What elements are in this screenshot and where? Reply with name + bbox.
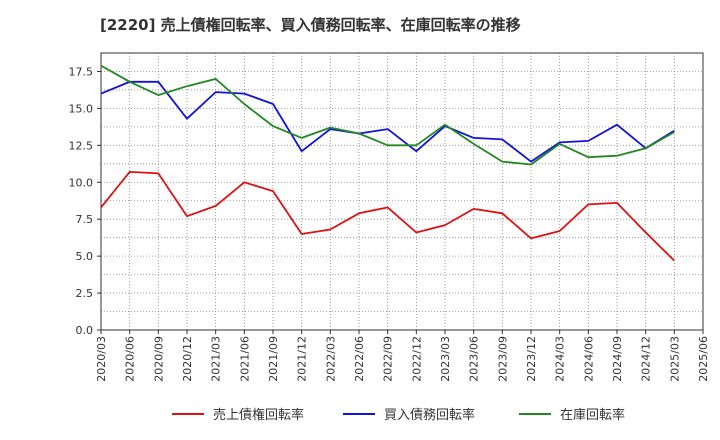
x-tick-label: 2021/09 <box>267 336 280 382</box>
x-tick-label: 2020/06 <box>124 336 137 382</box>
series-line-0 <box>100 170 675 262</box>
x-tick-label: 2022/12 <box>410 336 423 382</box>
series-line-1 <box>100 80 675 163</box>
legend-label-1: 買入債務回転率 <box>384 407 475 423</box>
x-tick-label: 2024/03 <box>554 336 567 382</box>
y-tick-label: 12.5 <box>69 139 94 152</box>
x-tick-label: 2025/06 <box>697 336 710 382</box>
series-line-2 <box>100 64 675 166</box>
y-tick-label: 15.0 <box>69 102 94 115</box>
x-tick-label: 2020/03 <box>95 336 108 382</box>
x-tick-label: 2022/03 <box>324 336 337 382</box>
x-tick-label: 2022/06 <box>353 336 366 382</box>
x-tick-label: 2023/06 <box>468 336 481 382</box>
x-tick-label: 2024/06 <box>582 336 595 382</box>
legend: 売上債権回転率 買入債務回転率 在庫回転率 <box>172 407 625 423</box>
x-tick-label: 2021/03 <box>210 336 223 382</box>
y-axis: 0.0 2.5 5.0 7.5 10.0 12.5 15.0 17.5 <box>69 65 101 337</box>
series-lines <box>100 64 675 262</box>
y-tick-label: 7.5 <box>76 213 94 226</box>
x-tick-label: 2020/12 <box>181 336 194 382</box>
y-tick-label: 10.0 <box>69 176 94 189</box>
x-axis: 2020/03 2020/06 2020/09 2020/12 2021/03 2021/… <box>95 330 710 382</box>
x-tick-label: 2025/03 <box>668 336 681 382</box>
x-tick-label: 2023/12 <box>525 336 538 382</box>
y-tick-label: 17.5 <box>69 65 94 78</box>
y-tick-label: 0.0 <box>76 324 94 337</box>
x-tick-label: 2023/03 <box>439 336 452 382</box>
legend-label-0: 売上債権回転率 <box>213 407 304 423</box>
x-tick-label: 2024/12 <box>640 336 653 382</box>
x-tick-label: 2024/09 <box>611 336 624 382</box>
x-tick-label: 2020/09 <box>152 336 165 382</box>
y-tick-label: 2.5 <box>76 287 94 300</box>
x-tick-label: 2021/12 <box>296 336 309 382</box>
y-tick-label: 5.0 <box>76 250 94 263</box>
legend-label-2: 在庫回転率 <box>560 407 625 423</box>
chart-title: [2220] 売上債権回転率、買入債務回転率、在庫回転率の推移 <box>100 16 521 34</box>
x-tick-label: 2021/06 <box>238 336 251 382</box>
x-tick-label: 2022/09 <box>382 336 395 382</box>
plot-frame <box>100 52 704 331</box>
grid <box>101 53 703 330</box>
x-tick-label: 2023/09 <box>496 336 509 382</box>
